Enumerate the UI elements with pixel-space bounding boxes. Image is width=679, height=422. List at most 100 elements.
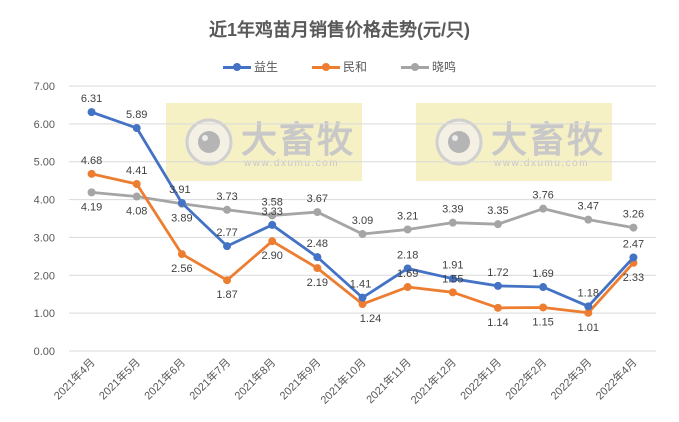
data-point[interactable] (358, 293, 367, 302)
data-label: 3.39 (442, 204, 463, 216)
data-label: 3.67 (307, 193, 328, 205)
x-tick-label: 2021年12月 (408, 355, 459, 406)
data-point[interactable] (268, 237, 277, 246)
data-point[interactable] (268, 211, 277, 220)
legend-item-minhe[interactable]: 民和 (311, 58, 367, 75)
x-tick-label: 2022年4月 (592, 355, 639, 402)
data-label: 3.35 (487, 205, 508, 217)
data-label: 3.89 (171, 213, 192, 225)
series-layer (87, 108, 638, 317)
data-point[interactable] (313, 253, 322, 262)
data-label: 2.18 (397, 249, 418, 261)
legend-label: 民和 (342, 60, 367, 74)
data-label: 2.48 (307, 238, 328, 250)
y-tick-label: 5.00 (34, 157, 55, 169)
data-point[interactable] (403, 264, 412, 273)
data-point[interactable] (177, 198, 186, 207)
data-label: 1.69 (532, 268, 553, 280)
chart-title: 近1年鸡苗月销售价格走势(元/只) (209, 20, 470, 40)
data-label: 3.47 (578, 201, 599, 213)
data-point[interactable] (539, 204, 548, 213)
data-point[interactable] (87, 108, 96, 117)
data-label: 4.68 (81, 155, 102, 167)
data-label: 1.87 (216, 289, 237, 301)
data-point[interactable] (629, 223, 638, 232)
legend-item-xiaoming[interactable]: 晓鸣 (401, 58, 456, 75)
data-point[interactable] (448, 218, 457, 227)
data-label: 3.73 (216, 191, 237, 203)
data-label: 3.21 (397, 210, 418, 222)
y-tick-label: 0.00 (34, 346, 55, 358)
data-point[interactable] (584, 302, 593, 311)
data-label: 2.77 (216, 227, 237, 239)
data-point[interactable] (132, 124, 141, 133)
y-tick-label: 7.00 (34, 81, 55, 93)
data-label: 1.24 (360, 313, 381, 325)
data-point[interactable] (177, 250, 186, 259)
data-point[interactable] (268, 220, 277, 229)
data-label: 2.19 (307, 277, 328, 289)
data-point[interactable] (132, 192, 141, 201)
data-point[interactable] (223, 242, 232, 251)
x-tick-label: 2022年2月 (502, 355, 549, 402)
data-point[interactable] (358, 230, 367, 239)
data-point[interactable] (493, 220, 502, 229)
data-point[interactable] (313, 264, 322, 273)
svg-text:大畜牧: 大畜牧 (241, 119, 355, 160)
data-label: 3.26 (623, 209, 644, 221)
data-point[interactable] (448, 274, 457, 283)
data-label: 1.41 (350, 279, 371, 291)
y-axis: 0.00 1.00 2.00 3.00 4.00 5.00 6.00 7.00 (34, 81, 55, 358)
x-axis: 2021年4月 2021年5月 2021年6月 2021年7月 2021年8月 2021年… (51, 355, 640, 406)
data-label: 1.55 (442, 273, 463, 285)
data-label: 2.56 (171, 263, 192, 275)
data-point[interactable] (403, 283, 412, 292)
data-label: 1.01 (578, 322, 599, 334)
data-point[interactable] (584, 215, 593, 224)
data-label: 3.58 (261, 196, 282, 208)
x-tick-label: 2021年5月 (96, 355, 143, 402)
data-point[interactable] (448, 288, 457, 297)
data-point[interactable] (493, 303, 502, 312)
x-tick-label: 2022年1月 (457, 355, 504, 402)
data-label: 2.33 (623, 272, 644, 284)
svg-text:大畜牧: 大畜牧 (491, 119, 605, 160)
data-point[interactable] (87, 169, 96, 178)
data-label: 1.15 (532, 316, 553, 328)
legend-item-yisheng[interactable]: 益生 (222, 58, 278, 75)
data-label: 3.09 (352, 215, 373, 227)
data-label: 5.89 (126, 109, 147, 121)
data-point[interactable] (493, 281, 502, 290)
x-tick-label: 2021年6月 (141, 355, 188, 402)
data-label: 1.91 (442, 260, 463, 272)
data-point[interactable] (539, 283, 548, 292)
data-point[interactable] (87, 188, 96, 197)
data-label: 1.18 (578, 287, 599, 299)
data-point[interactable] (629, 253, 638, 262)
data-point[interactable] (313, 208, 322, 217)
data-point[interactable] (403, 225, 412, 234)
svg-text:www.dxumu.com: www.dxumu.com (493, 158, 589, 169)
data-point[interactable] (584, 308, 593, 317)
data-point[interactable] (223, 276, 232, 285)
y-tick-label: 6.00 (34, 119, 55, 131)
data-labels: 6.31 5.89 3.91 2.77 3.33 2.48 1.41 2.18 1.91 1.72… (81, 93, 644, 334)
series-0[interactable] (87, 108, 638, 311)
data-label: 3.91 (169, 184, 190, 196)
legend-label: 晓鸣 (432, 60, 457, 74)
data-point[interactable] (223, 205, 232, 214)
data-label: 4.41 (126, 165, 147, 177)
data-point[interactable] (132, 180, 141, 189)
y-tick-label: 3.00 (34, 232, 55, 244)
legend-marker-icon (401, 61, 429, 73)
x-tick-label: 2021年10月 (317, 355, 368, 406)
data-label: 1.72 (487, 267, 508, 279)
x-tick-label: 2021年9月 (276, 355, 323, 402)
series-1[interactable] (87, 169, 638, 317)
data-point[interactable] (358, 300, 367, 309)
data-label: 1.69 (397, 268, 418, 280)
data-point[interactable] (539, 303, 548, 312)
y-tick-label: 2.00 (34, 270, 55, 282)
